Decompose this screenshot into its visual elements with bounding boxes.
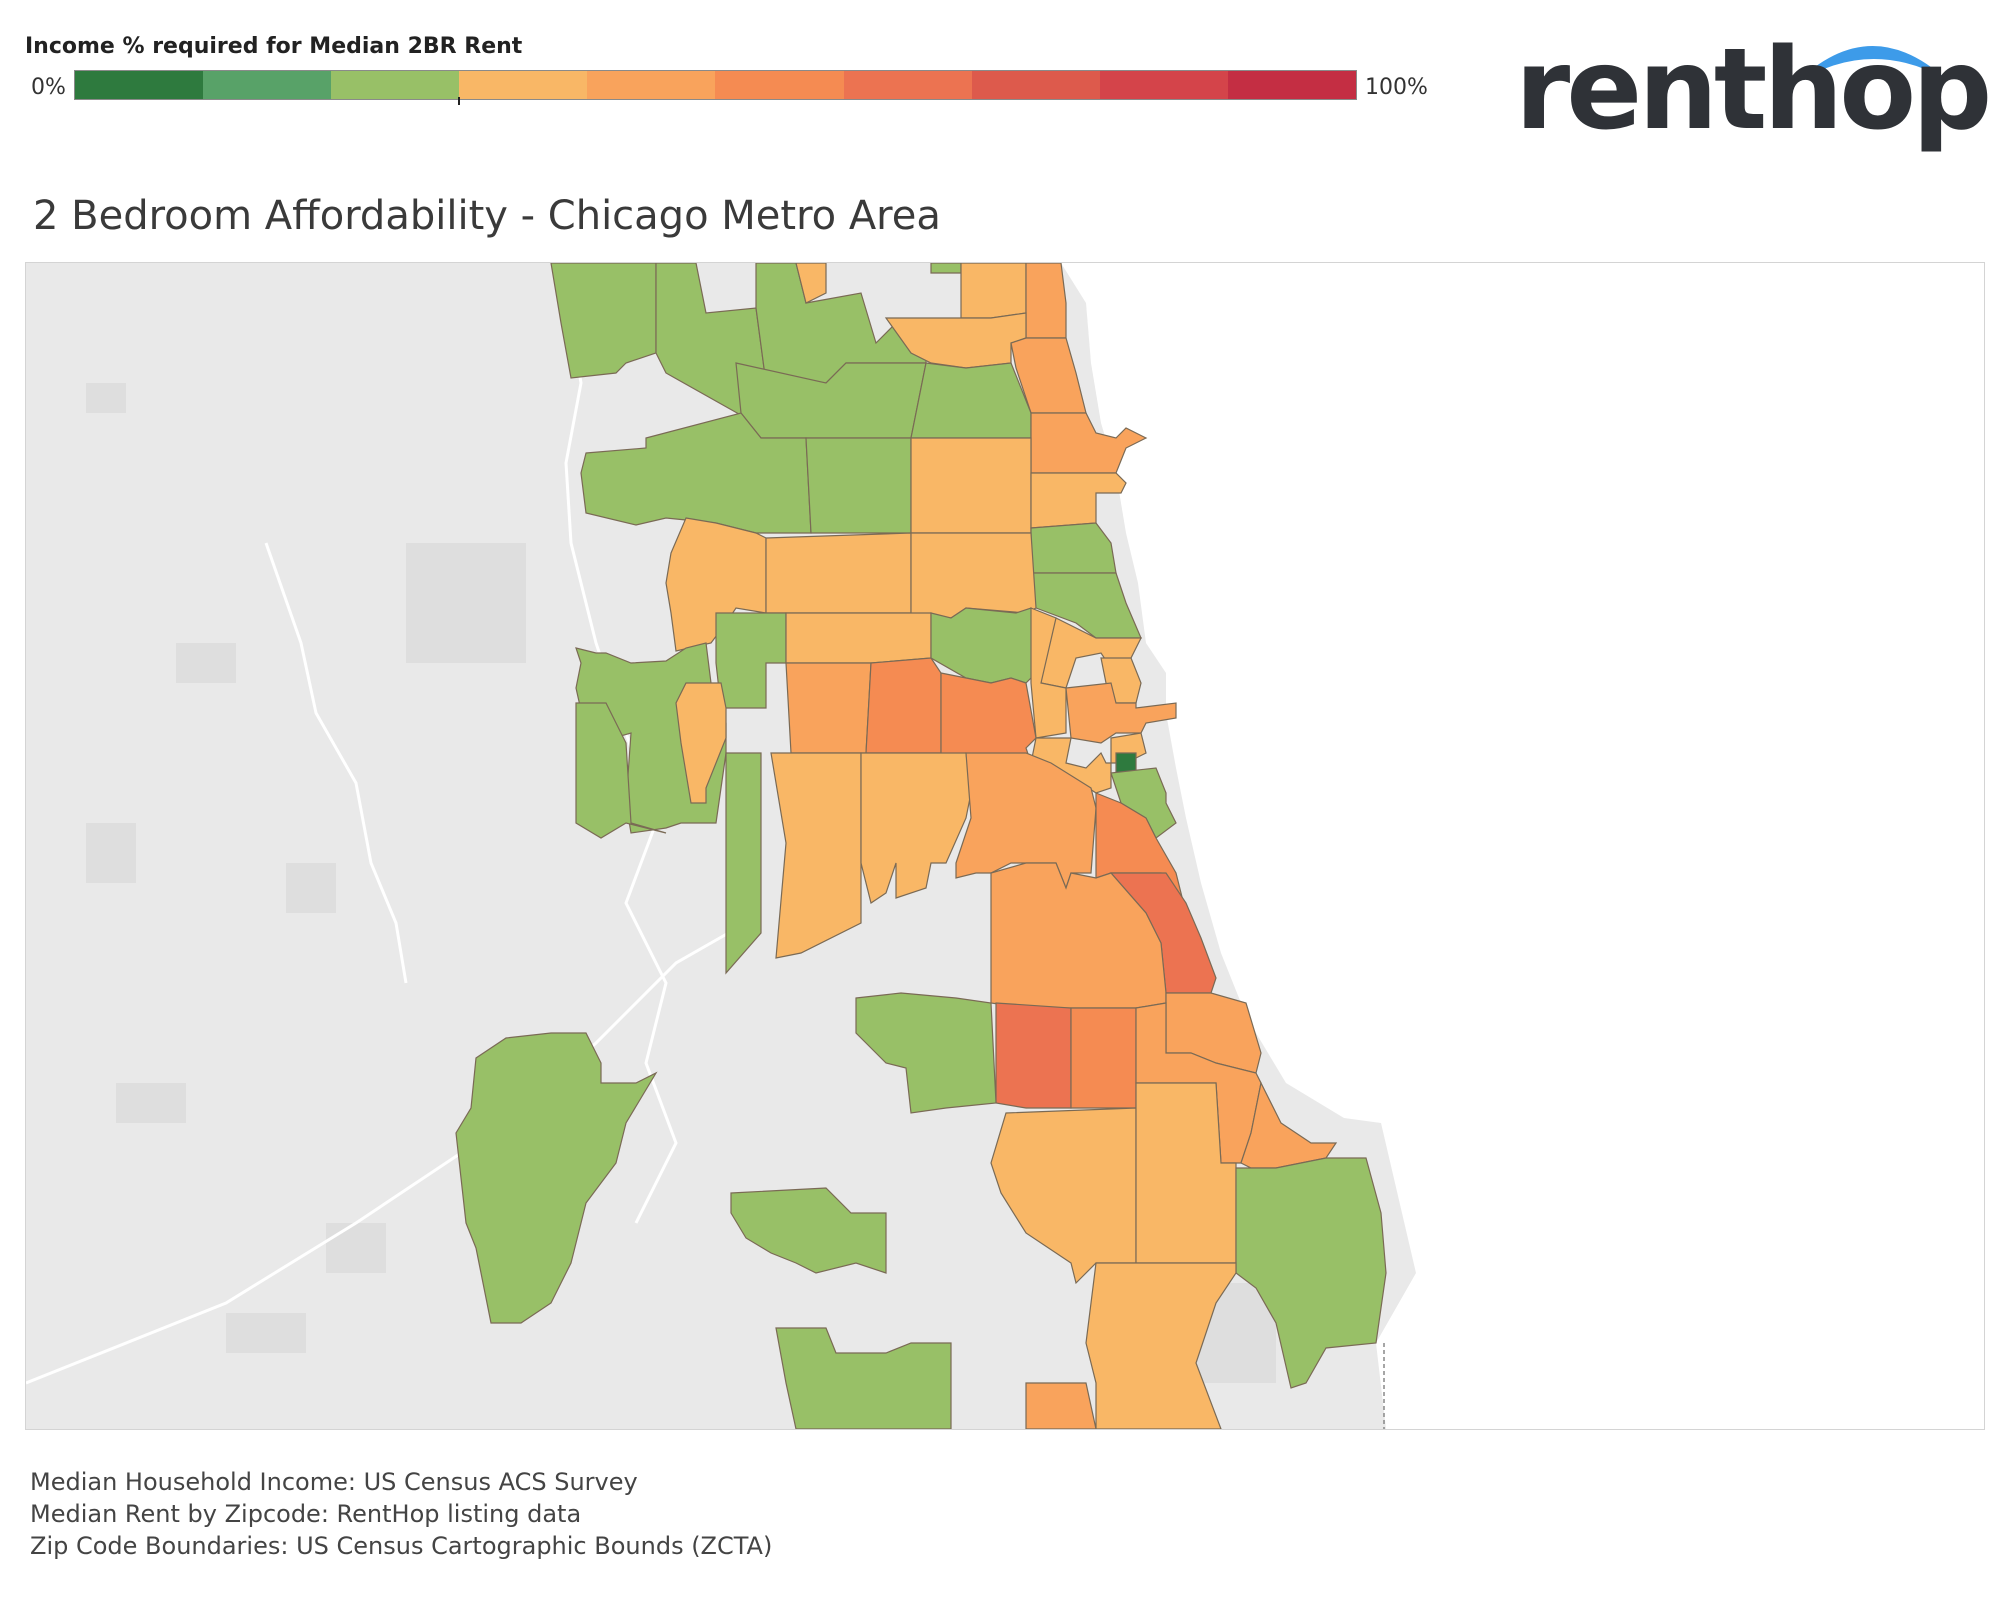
zip-region[interactable] — [1065, 682, 1177, 744]
legend-swatch — [1099, 71, 1228, 99]
zip-region[interactable] — [765, 532, 912, 614]
legend-swatch — [843, 71, 972, 99]
zip-region[interactable] — [910, 532, 1037, 619]
zip-region[interactable] — [995, 1002, 1072, 1109]
logo-arc-icon — [1795, 45, 1947, 84]
zip-region[interactable] — [855, 992, 997, 1114]
renthop-logo: renthop — [1515, 22, 1992, 162]
map-title: 2 Bedroom Affordability - Chicago Metro … — [33, 193, 941, 239]
legend-title: Income % required for Median 2BR Rent — [25, 34, 523, 59]
choropleth-map[interactable] — [25, 262, 1985, 1430]
zip-region[interactable] — [675, 682, 727, 804]
zip-region[interactable] — [580, 412, 812, 534]
zip-region[interactable] — [805, 437, 912, 534]
legend-swatch — [331, 71, 460, 99]
legend-max-label: 100% — [1365, 75, 1428, 100]
legend-swatch — [971, 71, 1100, 99]
zip-region[interactable] — [910, 362, 1032, 439]
zip-region[interactable] — [930, 263, 962, 274]
legend-swatch — [715, 71, 844, 99]
zip-region[interactable] — [775, 1327, 952, 1429]
legend-swatch — [1227, 71, 1356, 99]
source-note: Median Rent by Zipcode: RentHop listing … — [30, 1500, 582, 1528]
legend-min-label: 0% — [31, 75, 66, 100]
zip-region[interactable] — [1025, 1382, 1097, 1429]
color-legend-bar — [74, 70, 1357, 100]
zip-region[interactable] — [1030, 607, 1067, 739]
zip-region[interactable] — [455, 1032, 658, 1324]
zip-region[interactable] — [865, 657, 942, 754]
legend-tick — [458, 97, 460, 105]
zip-region[interactable] — [960, 263, 1027, 319]
zip-regions[interactable] — [455, 263, 1387, 1429]
zip-region[interactable] — [770, 752, 862, 959]
map-canvas[interactable] — [26, 263, 1984, 1429]
zip-region[interactable] — [1085, 1262, 1237, 1429]
legend-swatch — [203, 71, 332, 99]
zip-region[interactable] — [795, 263, 827, 304]
logo-wordmark: renthop — [1515, 25, 1992, 155]
zip-region[interactable] — [730, 1187, 887, 1274]
zip-region[interactable] — [1235, 1157, 1387, 1389]
zip-region[interactable] — [1025, 263, 1067, 339]
legend-swatch — [75, 71, 204, 99]
zip-region[interactable] — [1110, 767, 1177, 839]
zip-region[interactable] — [910, 437, 1032, 534]
zip-region[interactable] — [575, 702, 667, 839]
zip-region[interactable] — [785, 612, 932, 664]
source-note: Median Household Income: US Census ACS S… — [30, 1468, 638, 1496]
lake-michigan — [1061, 263, 1984, 1429]
zip-region[interactable] — [1070, 1007, 1137, 1109]
source-note: Zip Code Boundaries: US Census Cartograp… — [30, 1532, 773, 1560]
zip-region[interactable] — [785, 662, 872, 754]
legend-swatch — [459, 71, 588, 99]
zip-region[interactable] — [940, 672, 1037, 764]
zip-region[interactable] — [725, 752, 762, 975]
legend-swatch — [587, 71, 716, 99]
